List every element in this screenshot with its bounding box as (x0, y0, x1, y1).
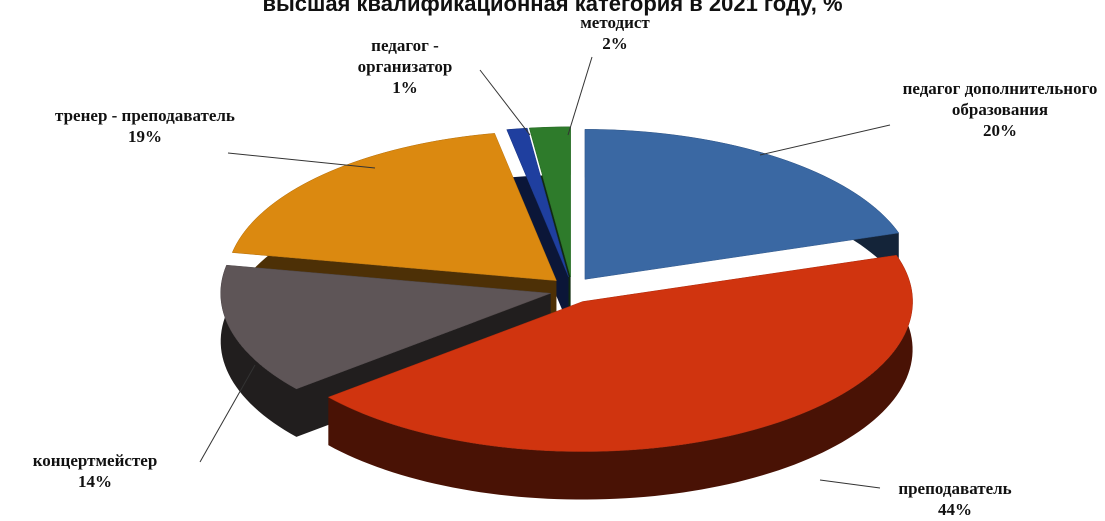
slice (584, 129, 900, 280)
label-name: педагог - организатор (357, 36, 453, 76)
leader-line (819, 479, 881, 489)
leader-line (199, 364, 256, 463)
data-label: педагог - организатор 1% (330, 35, 480, 98)
label-value: 14% (78, 472, 112, 491)
slice (506, 127, 569, 278)
leader-line (567, 56, 593, 136)
data-label: методист 2% (560, 12, 670, 54)
label-value: 20% (983, 121, 1017, 140)
label-value: 19% (128, 127, 162, 146)
slice (327, 254, 913, 452)
label-name: методист (580, 13, 650, 32)
leader-line (759, 124, 891, 156)
leader-line (227, 152, 376, 169)
label-name: преподаватель (898, 479, 1012, 498)
label-name: педагог дополнительного образования (902, 79, 1098, 119)
data-label: преподаватель 44% (870, 478, 1040, 520)
slice (220, 264, 551, 390)
data-label: тренер - преподаватель 19% (50, 105, 240, 147)
leader-line (479, 69, 531, 136)
label-value: 44% (938, 500, 972, 519)
slice-side (220, 265, 551, 437)
label-value: 2% (602, 34, 628, 53)
data-label: концертмейстер 14% (0, 450, 190, 492)
label-value: 1% (392, 78, 418, 97)
data-label: педагог дополнительного образования 20% (900, 78, 1100, 141)
label-name: тренер - преподаватель (55, 106, 235, 125)
tops (220, 126, 913, 452)
chart-title: высшая квалификационная категория в 2021… (262, 0, 843, 16)
slice (231, 133, 557, 281)
slice (528, 126, 571, 277)
label-name: концертмейстер (32, 451, 158, 470)
